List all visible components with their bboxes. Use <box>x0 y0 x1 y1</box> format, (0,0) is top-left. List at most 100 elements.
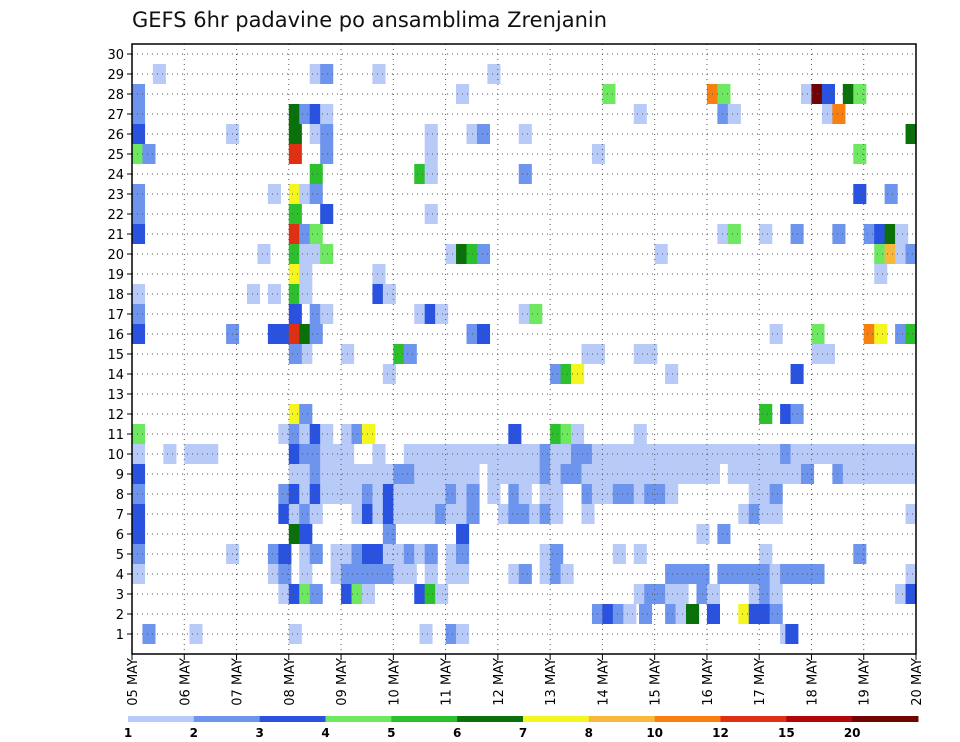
heatmap-cell <box>372 544 386 564</box>
heatmap-cell <box>874 464 888 484</box>
heatmap-cell <box>727 444 741 464</box>
heatmap-cell <box>738 604 752 624</box>
heatmap-cell <box>382 284 396 304</box>
heatmap-cell <box>591 444 606 464</box>
heatmap-cell <box>529 464 543 484</box>
heatmap-cell <box>874 264 888 284</box>
heatmap-cell <box>748 484 762 504</box>
heatmap-cell <box>550 444 564 464</box>
x-axis: 05 MAY 06 MAY 07 MAY 08 MAY 09 MAY 10 MAY 11 M… <box>126 654 925 706</box>
heatmap-cell <box>696 524 710 544</box>
heatmap-cell <box>132 204 146 224</box>
y-tick-label: 27 <box>107 108 124 123</box>
heatmap-cell <box>163 444 177 464</box>
y-tick-label: 12 <box>107 408 124 423</box>
heatmap-cell <box>466 504 480 524</box>
heatmap-cell <box>497 464 511 484</box>
legend-label: 3 <box>255 726 263 740</box>
y-tick-label: 6 <box>116 528 124 543</box>
legend-swatch <box>457 716 524 722</box>
heatmap-cell <box>361 544 376 564</box>
heatmap-cell <box>320 444 334 464</box>
heatmap-cell <box>288 124 302 144</box>
heatmap-cell <box>550 504 564 524</box>
heatmap-cell <box>633 444 647 464</box>
heatmap-cell <box>696 564 710 584</box>
heatmap-cell <box>184 444 198 464</box>
heatmap-cell <box>424 564 438 584</box>
heatmap-cell <box>785 624 799 644</box>
heatmap-cell <box>706 604 720 624</box>
heatmap-cell <box>424 504 438 524</box>
heatmap-cell <box>717 564 731 584</box>
heatmap-cell <box>633 344 647 364</box>
heatmap-cell <box>132 284 146 304</box>
heatmap-cell <box>654 484 668 504</box>
heatmap-cell <box>633 104 647 124</box>
heatmap-cell <box>372 484 386 504</box>
heatmap-cell <box>476 124 491 144</box>
legend-label: 2 <box>190 726 198 740</box>
heatmap-cell <box>351 584 365 604</box>
heatmap-cell <box>288 584 302 604</box>
heatmap-cell <box>717 224 731 244</box>
heatmap-cell <box>351 544 365 564</box>
heatmap-cell <box>550 564 564 584</box>
heatmap-cell <box>403 464 417 484</box>
legend-label: 6 <box>453 726 461 740</box>
heatmap-cell <box>132 104 146 124</box>
heatmap-cell <box>288 204 302 224</box>
heatmap-cell <box>132 224 146 244</box>
heatmap-cell <box>508 444 522 464</box>
y-tick-label: 3 <box>116 588 124 603</box>
heatmap-cell <box>267 324 281 344</box>
y-tick-label: 28 <box>107 88 124 103</box>
heatmap-cell <box>748 604 762 624</box>
legend-label: 12 <box>712 726 729 740</box>
heatmap-cell <box>435 504 449 524</box>
heatmap-cell <box>320 124 334 144</box>
heatmap-cell <box>665 364 679 384</box>
heatmap-cell <box>278 584 292 604</box>
heatmap-cell <box>696 444 710 464</box>
heatmap-cell <box>424 484 438 504</box>
heatmap-cell <box>435 304 449 324</box>
heatmap-cell <box>895 444 909 464</box>
heatmap-cell <box>403 344 417 364</box>
heatmap-cell <box>288 624 302 644</box>
heatmap-cell <box>550 544 564 564</box>
heatmap-cell <box>665 464 679 484</box>
heatmap-cell <box>372 564 386 584</box>
heatmap-cell <box>633 484 647 504</box>
x-tick-label: 15 MAY <box>649 658 664 706</box>
heatmap-cell <box>602 84 616 104</box>
y-tick-label: 13 <box>107 388 124 403</box>
heatmap-cell <box>361 484 376 504</box>
heatmap-cell <box>132 304 146 324</box>
heatmap-cell <box>132 504 146 524</box>
heatmap-cell <box>665 444 679 464</box>
heatmap-cell <box>644 484 658 504</box>
heatmap-cell <box>466 484 480 504</box>
heatmap-cell <box>832 464 846 484</box>
heatmap-cell <box>738 564 752 584</box>
heatmap-cell <box>267 564 281 584</box>
heatmap-cell <box>132 524 146 544</box>
heatmap-cell <box>393 464 407 484</box>
heatmap-cell <box>518 124 532 144</box>
heatmap-cell <box>529 304 543 324</box>
heatmap-cell <box>738 504 752 524</box>
heatmap-cell <box>612 484 626 504</box>
heatmap-cell <box>299 344 313 364</box>
heatmap-cell <box>267 184 281 204</box>
heatmap-cell <box>194 444 208 464</box>
heatmap-cell <box>550 364 564 384</box>
heatmap-cell <box>132 444 146 464</box>
heatmap-cell <box>654 584 668 604</box>
heatmap-cell <box>288 404 302 424</box>
heatmap-cell <box>246 284 261 304</box>
legend-label: 8 <box>585 726 593 740</box>
heatmap-cell <box>821 344 835 364</box>
heatmap-cell <box>769 504 783 524</box>
heatmap-cell <box>623 464 637 484</box>
